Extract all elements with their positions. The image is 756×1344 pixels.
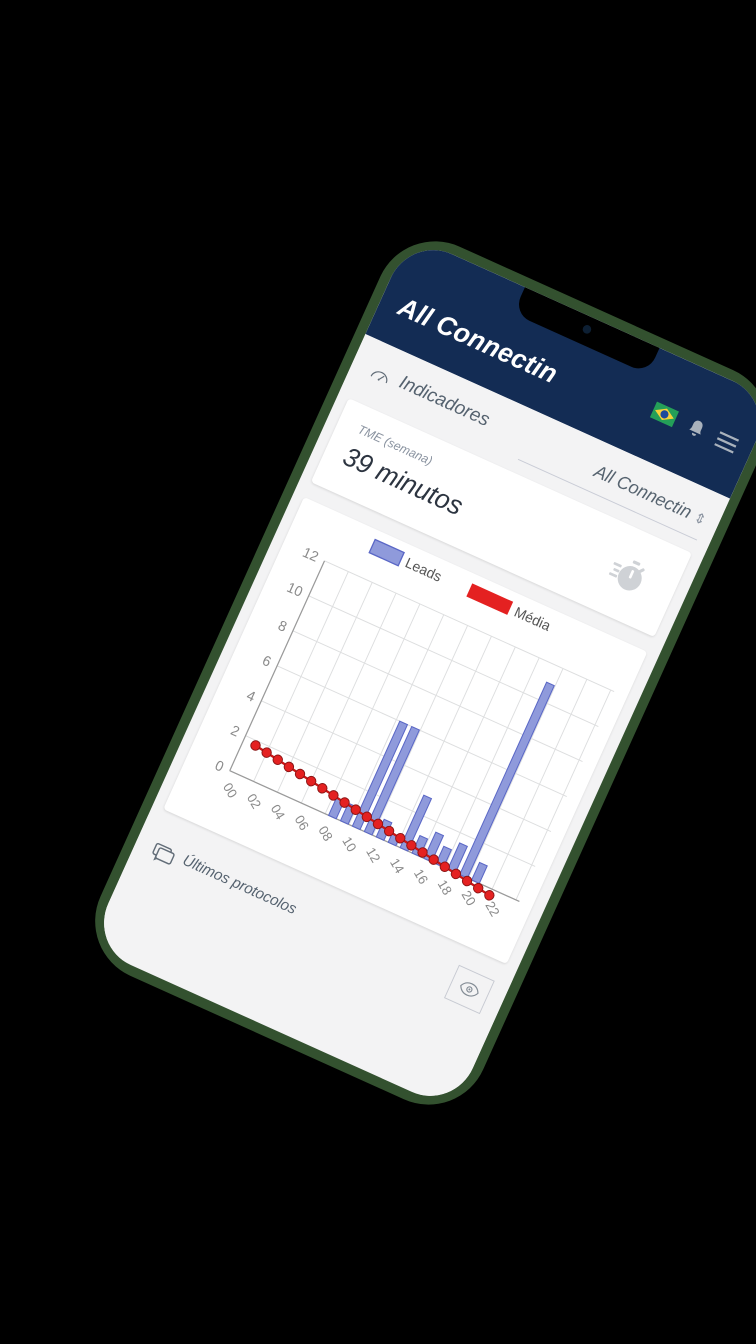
svg-text:Leads: Leads (402, 555, 443, 585)
svg-text:22: 22 (482, 899, 502, 920)
svg-text:14: 14 (387, 856, 407, 877)
svg-text:00: 00 (220, 780, 240, 801)
svg-text:4: 4 (244, 688, 258, 706)
svg-text:12: 12 (363, 845, 383, 866)
svg-text:02: 02 (244, 791, 264, 812)
svg-text:10: 10 (339, 834, 359, 855)
svg-text:8: 8 (275, 618, 289, 636)
svg-text:16: 16 (411, 866, 431, 887)
svg-text:0: 0 (212, 758, 226, 776)
svg-text:6: 6 (260, 653, 274, 671)
svg-text:18: 18 (435, 877, 455, 898)
svg-text:Média: Média (511, 604, 553, 635)
svg-text:08: 08 (315, 823, 335, 844)
svg-text:06: 06 (292, 812, 312, 833)
svg-text:12: 12 (300, 545, 321, 566)
svg-text:2: 2 (228, 723, 242, 741)
svg-text:04: 04 (268, 802, 288, 823)
svg-text:10: 10 (284, 580, 305, 601)
